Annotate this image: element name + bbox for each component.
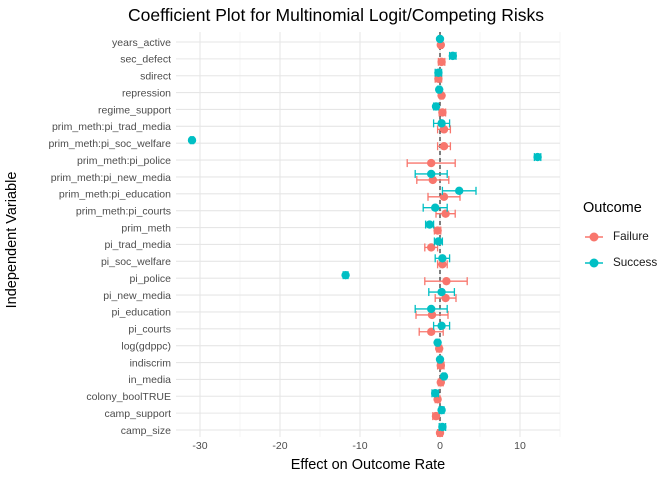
point-estimate [431,389,440,398]
legend: Outcome Failure Success [583,200,668,278]
point-estimate [431,102,441,111]
y-tick-label: repression [122,87,171,99]
series-success [187,34,542,432]
point-estimate [425,220,434,229]
point-estimate [427,169,436,179]
point-estimate [438,260,447,269]
y-tick-label: pi_education [111,307,171,319]
legend-label-failure: Failure [613,230,649,243]
y-tick-label: pi_trad_media [104,239,171,251]
point-estimate [427,304,436,314]
y-tick-label: prim_meth [121,222,171,234]
x-axis-label: Effect on Outcome Rate [290,457,446,473]
x-tick-label: -20 [272,440,287,452]
legend-key-success [585,258,603,268]
point-estimate [435,85,444,94]
point-estimate [437,405,446,415]
y-tick-label: pi_soc_welfare [101,256,171,268]
x-tick-label: 0 [437,440,443,452]
y-tick-label: years_active [112,37,171,49]
y-tick-label: prim_meth:pi_soc_welfare [48,138,171,150]
point-estimate [437,119,446,128]
y-tick-label: pi_courts [128,324,171,336]
chart-title: Coefficient Plot for Multinomial Logit/C… [128,5,544,25]
legend-item-failure: Failure [583,226,668,252]
point-estimate [439,142,449,151]
y-tick-label: prim_meth:pi_trad_media [52,121,171,133]
point-estimate [434,237,443,246]
point-estimate [438,254,447,263]
point-estimate [455,186,464,196]
point-estimate [431,411,441,421]
y-tick-label: pi_new_media [103,290,171,302]
x-tick-labels: -30 -20 -10 0 10 [192,440,526,452]
point-estimate [427,243,436,252]
legend-title: Outcome [583,200,642,216]
point-estimate [448,51,457,61]
point-estimate [437,57,446,67]
point-estimate [441,293,450,303]
point-estimate [433,338,442,347]
y-tick-label: prim_meth:pi_police [77,155,171,167]
point-estimate [439,372,449,381]
x-tick-label: -30 [192,440,207,452]
x-tick-label: 10 [514,440,526,452]
point-estimate [433,226,442,235]
y-tick-label: prim_meth:pi_new_media [51,172,171,184]
y-tick-label: prim_meth:pi_courts [76,205,171,217]
legend-label-success: Success [613,256,658,269]
point-estimate [434,68,443,77]
gridlines [176,32,561,437]
point-estimate [427,158,436,168]
x-tick-label: -10 [352,440,367,452]
y-tick-label: indiscrim [130,357,172,369]
point-estimate [438,422,447,432]
y-tick-label: camp_support [104,408,171,420]
point-estimate [341,270,350,280]
point-estimate [434,74,443,83]
point-estimate [437,321,446,330]
point-estimate [437,287,446,297]
point-estimate [442,276,451,286]
plot-marks [187,34,542,438]
point-estimate [187,136,197,145]
y-axis-label: Independent Variable [4,171,20,309]
point-estimate [439,192,449,202]
point-estimate [441,209,450,218]
legend-item-success: Success [583,252,668,278]
point-estimate [533,152,542,162]
point-estimate [435,355,445,364]
point-estimate [431,203,440,212]
y-tick-label: sec_defect [120,54,171,66]
y-tick-label: sdirect [140,71,171,83]
y-tick-label: colony_boolTRUE [86,391,171,403]
y-tick-label: in_media [128,374,171,386]
y-tick-label: pi_police [130,273,172,285]
y-tick-label: log(gdppc) [121,340,171,352]
y-tick-label: regime_support [98,104,171,116]
y-tick-label: prim_meth:pi_education [59,189,171,201]
legend-key-failure [585,232,603,242]
point-estimate [435,34,445,44]
y-tick-label: camp_size [121,425,171,437]
point-estimate [438,108,447,117]
